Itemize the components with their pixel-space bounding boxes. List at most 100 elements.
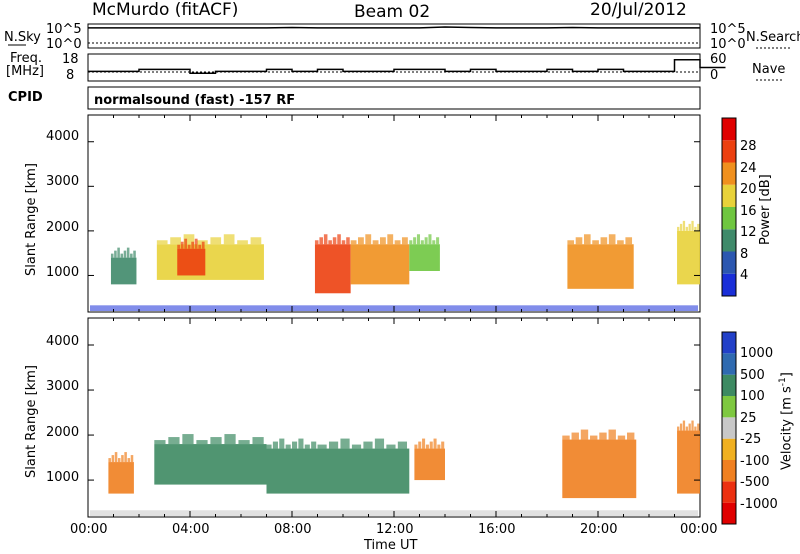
data-region-edge [409, 240, 413, 245]
data-region-edge [201, 241, 205, 249]
nsky-label: N.Sky [4, 30, 41, 45]
velocity-colorbar-swatch [722, 417, 736, 439]
data-region-edge [386, 444, 396, 449]
data-region-edge [617, 435, 626, 440]
nave-label: Nave [752, 62, 786, 77]
data-region-edge [617, 240, 624, 245]
vel-cbar-tick-500: 500 [740, 368, 765, 383]
data-region-edge [562, 435, 570, 440]
nsky-tick-top: 10^5 [46, 22, 82, 37]
data-region-edge [697, 223, 700, 231]
data-region-edge [114, 452, 118, 463]
data-region-edge [314, 240, 319, 245]
power-cbar-tick-16: 16 [740, 204, 757, 219]
freq-label: Freq. [10, 51, 42, 66]
data-region-edge [394, 240, 401, 245]
data-region-edge [332, 237, 337, 245]
data-region-edge [401, 237, 408, 245]
data-region-edge [198, 244, 202, 249]
data-region-edge [110, 253, 114, 258]
data-region-edge [694, 226, 697, 231]
freq-panel-frame [87, 53, 701, 82]
xtick-0000-end: 00:00 [680, 522, 718, 537]
velocity-colorbar-swatch [722, 353, 736, 375]
power-ylabel: Slant Range [km] [24, 163, 39, 276]
power-ytick-3000: 3000 [46, 174, 80, 189]
data-region-edge [688, 423, 691, 431]
power-colorbar-swatch [722, 184, 736, 207]
data-region-edge [311, 441, 317, 449]
velocity-cbar-label: Velocity [m s-1] [778, 372, 794, 470]
xtick-0800: 08:00 [274, 522, 312, 537]
data-region-edge [130, 253, 133, 258]
data-region-edge [194, 238, 198, 249]
xtick-2000: 20:00 [580, 522, 618, 537]
power-ytick-2000: 2000 [46, 220, 80, 235]
cpid-panel-frame [87, 86, 701, 110]
data-region [409, 244, 440, 271]
data-region-edge [191, 241, 195, 249]
data-region-edge [387, 234, 394, 245]
power-cbar-tick-20: 20 [740, 182, 757, 197]
data-region-edge [363, 441, 373, 449]
data-region-edge [627, 432, 635, 440]
data-region-edge [422, 438, 426, 449]
nave-tick-top: 60 [710, 52, 727, 67]
data-region-edge [418, 441, 422, 449]
velocity-colorbar-swatch [722, 438, 736, 460]
xtick-1200: 12:00 [376, 522, 414, 537]
data-region-edge [111, 455, 115, 463]
data-region-edge [682, 220, 686, 231]
data-region-edge [425, 444, 429, 449]
data-region-edge [337, 234, 341, 245]
data-region [108, 462, 134, 494]
data-region-edge [685, 426, 688, 431]
data-region-edge [688, 223, 691, 231]
data-region [314, 244, 351, 294]
vel-cbar-tick-neg500: -500 [740, 475, 770, 490]
data-region-edge [304, 444, 310, 449]
data-region-edge [567, 240, 575, 245]
data-region-edge [196, 440, 208, 445]
velocity-cbar-label-main: Velocity [m s [779, 386, 795, 470]
data-region-edge [168, 437, 180, 445]
data-region-edge [319, 237, 323, 245]
data-region-edge [177, 244, 181, 249]
date-title: 20/Jul/2012 [590, 0, 687, 20]
data-region-edge [351, 444, 362, 449]
data-region-edge [424, 237, 428, 245]
velocity-colorbar-swatch [722, 332, 736, 354]
data-region-edge [238, 440, 250, 445]
data-region-edge [187, 244, 191, 249]
data-region-edge [679, 423, 683, 431]
velocity-cbar-label-sup: -1 [778, 377, 788, 387]
data-region-edge [224, 434, 236, 445]
vel-cbar-tick-neg1000: -1000 [740, 497, 778, 512]
data-region-edge [170, 237, 181, 245]
data-region-edge [677, 226, 680, 231]
power-colorbar-swatch [722, 118, 736, 141]
data-region-edge [374, 438, 385, 449]
data-region-edge [608, 429, 616, 440]
vel-cbar-tick-1000: 1000 [740, 346, 774, 361]
data-region-edge [127, 458, 131, 463]
data-region-edge [156, 240, 168, 245]
power-colorbar-swatch [722, 229, 736, 252]
data-region-edge [121, 455, 124, 463]
xtick-0400: 04:00 [172, 522, 210, 537]
data-region-edge [372, 240, 379, 245]
data-region-edge [697, 423, 700, 431]
data-region-edge [279, 438, 285, 449]
data-region-edge [625, 237, 633, 245]
data-region-edge [272, 441, 278, 449]
data-region-edge [237, 240, 248, 245]
data-region-edge [323, 234, 328, 245]
data-region-edge [328, 240, 332, 245]
data-region [156, 244, 264, 280]
data-region-edge [677, 426, 680, 431]
nsky-panel-frame [87, 23, 701, 49]
vel-cbar-tick-100: 100 [740, 389, 765, 404]
velocity-ytick-4000: 4000 [46, 334, 80, 349]
velocity-ytick-1000: 1000 [46, 470, 80, 485]
